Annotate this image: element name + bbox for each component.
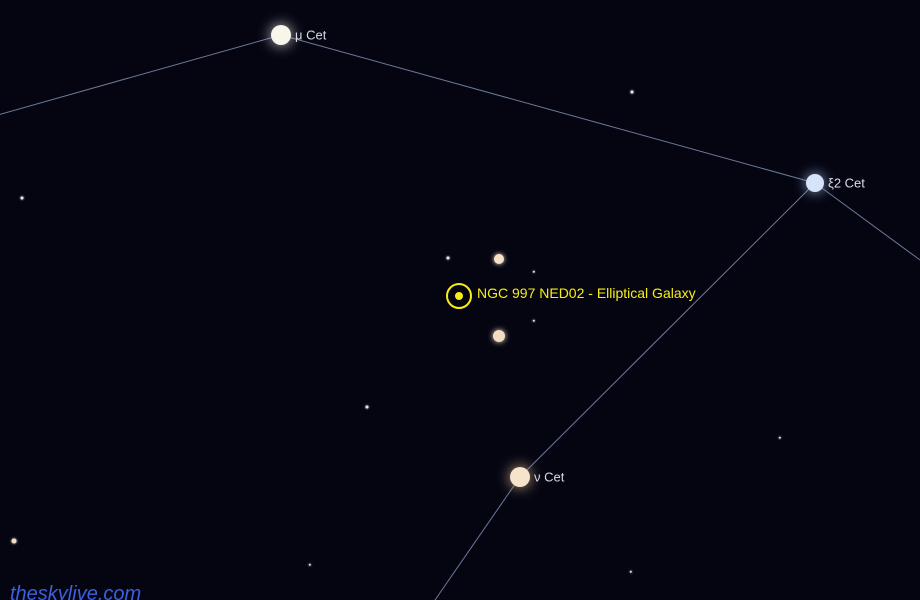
named-star-label-xi2-cet: ξ2 Cet xyxy=(828,176,865,191)
field-star xyxy=(493,330,505,342)
named-star-label-mu-cet: μ Cet xyxy=(295,28,326,43)
field-star xyxy=(494,254,504,264)
field-star xyxy=(12,539,17,544)
named-star-nu-cet xyxy=(510,467,530,487)
named-star-label-nu-cet: ν Cet xyxy=(534,470,564,485)
named-star-xi2-cet xyxy=(806,174,824,192)
field-star xyxy=(447,257,450,260)
star-chart: NGC 997 NED02 - Elliptical Galaxy thesky… xyxy=(0,0,920,600)
target-label: NGC 997 NED02 - Elliptical Galaxy xyxy=(477,285,696,301)
field-star xyxy=(366,406,369,409)
target-marker-dot xyxy=(455,292,463,300)
named-star-mu-cet xyxy=(271,25,291,45)
watermark-text: theskylive.com xyxy=(10,583,141,600)
field-star xyxy=(631,91,634,94)
field-star xyxy=(21,197,24,200)
